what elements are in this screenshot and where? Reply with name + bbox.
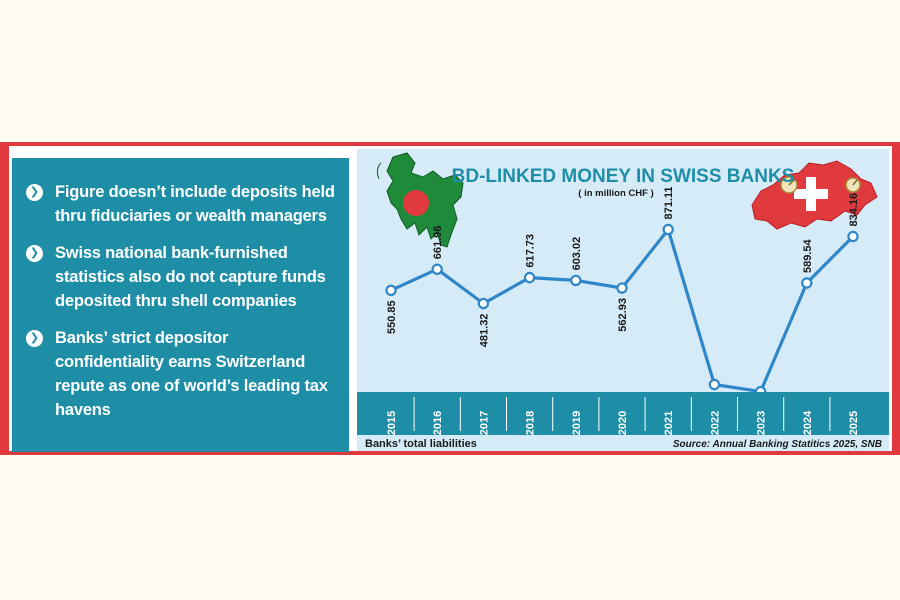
data-point (801, 277, 813, 289)
chevron-right-icon: ❯ (26, 330, 43, 347)
x-axis-band (357, 392, 889, 435)
x-tick-label: 2018 (525, 411, 537, 435)
data-label: 661.96 (432, 226, 444, 260)
note-text: Swiss national bank-furnished statistics… (55, 244, 326, 310)
red-border-top (9, 142, 892, 146)
chevron-right-icon: ❯ (26, 245, 43, 262)
data-point (708, 378, 721, 391)
data-label: 834.16 (848, 193, 860, 227)
data-point (847, 230, 859, 243)
x-tick-label: 2024 (802, 410, 814, 435)
data-point (662, 223, 674, 236)
data-label: 562.93 (617, 298, 629, 332)
note-item: ❯ Figure doesn’t include deposits held t… (26, 180, 339, 228)
x-tick-label: 2022 (709, 411, 721, 435)
data-points (385, 223, 859, 398)
switzerland-map-icon (751, 160, 878, 230)
data-point (477, 297, 490, 310)
data-label: 589.54 (802, 238, 814, 273)
chevron-right-icon: ❯ (26, 184, 43, 201)
note-item: ❯ Banks’ strict depositor confidentialit… (26, 326, 339, 422)
line-chart: BD-LINKED MONEY IN SWISS BANKS ( in mill… (357, 149, 889, 451)
chart-panel: BD-LINKED MONEY IN SWISS BANKS ( in mill… (357, 149, 889, 451)
chart-source: Source: Annual Banking Statitics 2025, S… (673, 439, 882, 450)
red-border-left (0, 142, 9, 455)
chart-title: BD-LINKED MONEY IN SWISS BANKS (452, 166, 795, 187)
data-point (616, 282, 628, 294)
x-tick-label: 2023 (756, 411, 768, 435)
x-tick-label: 2015 (386, 411, 398, 435)
x-tick-label: 2017 (478, 411, 490, 435)
data-point (385, 284, 397, 297)
infographic: ❯ Figure doesn’t include deposits held t… (0, 142, 900, 455)
red-border-right (892, 142, 900, 455)
red-border-bottom (9, 451, 892, 455)
data-label: 550.85 (386, 300, 398, 334)
x-tick-label: 2016 (432, 411, 444, 435)
data-label: 617.73 (525, 234, 537, 268)
note-item: ❯ Swiss national bank-furnished statisti… (26, 241, 339, 313)
notes-panel: ❯ Figure doesn’t include deposits held t… (12, 158, 349, 452)
data-point (523, 271, 536, 284)
x-tick-label: 2019 (571, 411, 583, 435)
data-point (431, 263, 443, 275)
bangladesh-map-icon (376, 152, 464, 248)
data-label: 871.11 (663, 186, 675, 219)
data-label: 603.02 (571, 237, 583, 271)
x-axis-title: Banks’ total liabilities (365, 438, 477, 450)
x-tick-label: 2021 (663, 411, 675, 435)
data-point (570, 274, 582, 287)
data-label: 481.32 (478, 314, 490, 348)
note-text: Banks’ strict depositor confidentiality … (55, 329, 328, 419)
x-axis-ticks: 2015 2016 2017 2018 2019 2020 2021 2022 2023 2024… (386, 397, 860, 435)
x-tick-label: 2020 (617, 411, 629, 435)
note-text: Figure doesn’t include deposits held thr… (55, 183, 335, 225)
x-tick-label: 2025 (848, 411, 860, 435)
chart-subtitle: ( in million CHF ) (578, 188, 653, 199)
